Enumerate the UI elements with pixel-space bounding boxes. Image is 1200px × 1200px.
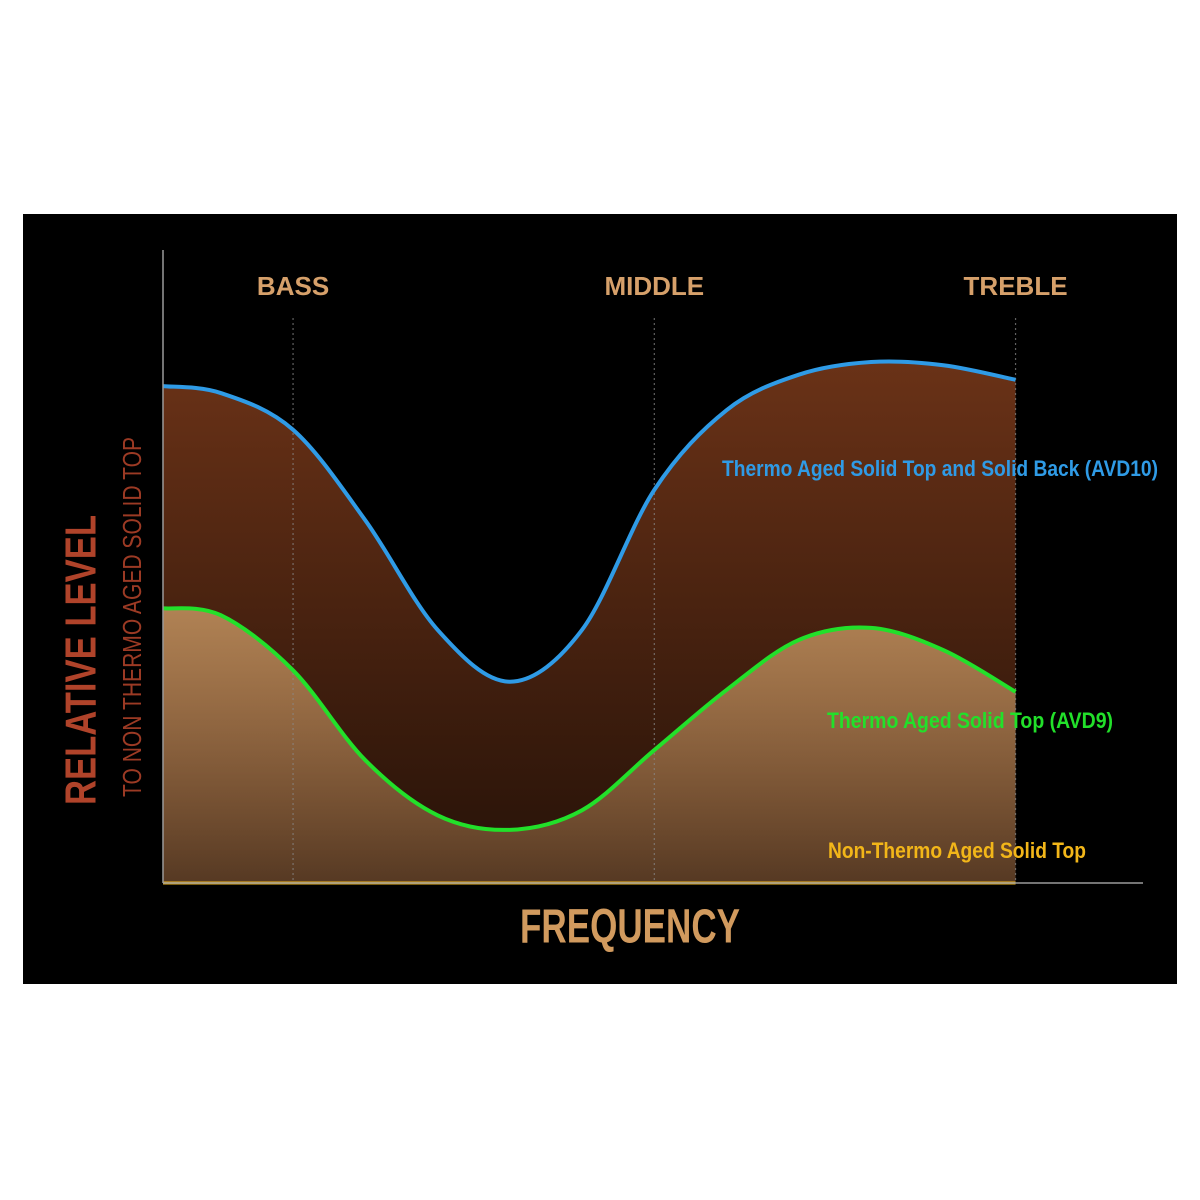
plot-area: BASS MIDDLE TREBLE Thermo Aged Solid Top an… bbox=[162, 271, 1158, 885]
series-line bbox=[162, 606, 1017, 832]
x-tick-label: TREBLE bbox=[964, 271, 1068, 301]
x-tick-label: MIDDLE bbox=[604, 271, 704, 301]
series-label: Non-Thermo Aged Solid Top bbox=[828, 838, 1086, 863]
x-axis-label: FREQUENCY bbox=[520, 901, 740, 954]
y-axis-sublabel: TO NON THERMO AGED SOLID TOP bbox=[117, 437, 147, 797]
area-fill bbox=[163, 608, 1016, 883]
series-label: Thermo Aged Solid Top (AVD9) bbox=[827, 708, 1113, 733]
x-tick-label: BASS bbox=[257, 271, 329, 301]
y-axis-label: RELATIVE LEVEL bbox=[57, 515, 106, 805]
series-label: Thermo Aged Solid Top and Solid Back (AV… bbox=[722, 456, 1158, 481]
series-line bbox=[162, 359, 1016, 684]
